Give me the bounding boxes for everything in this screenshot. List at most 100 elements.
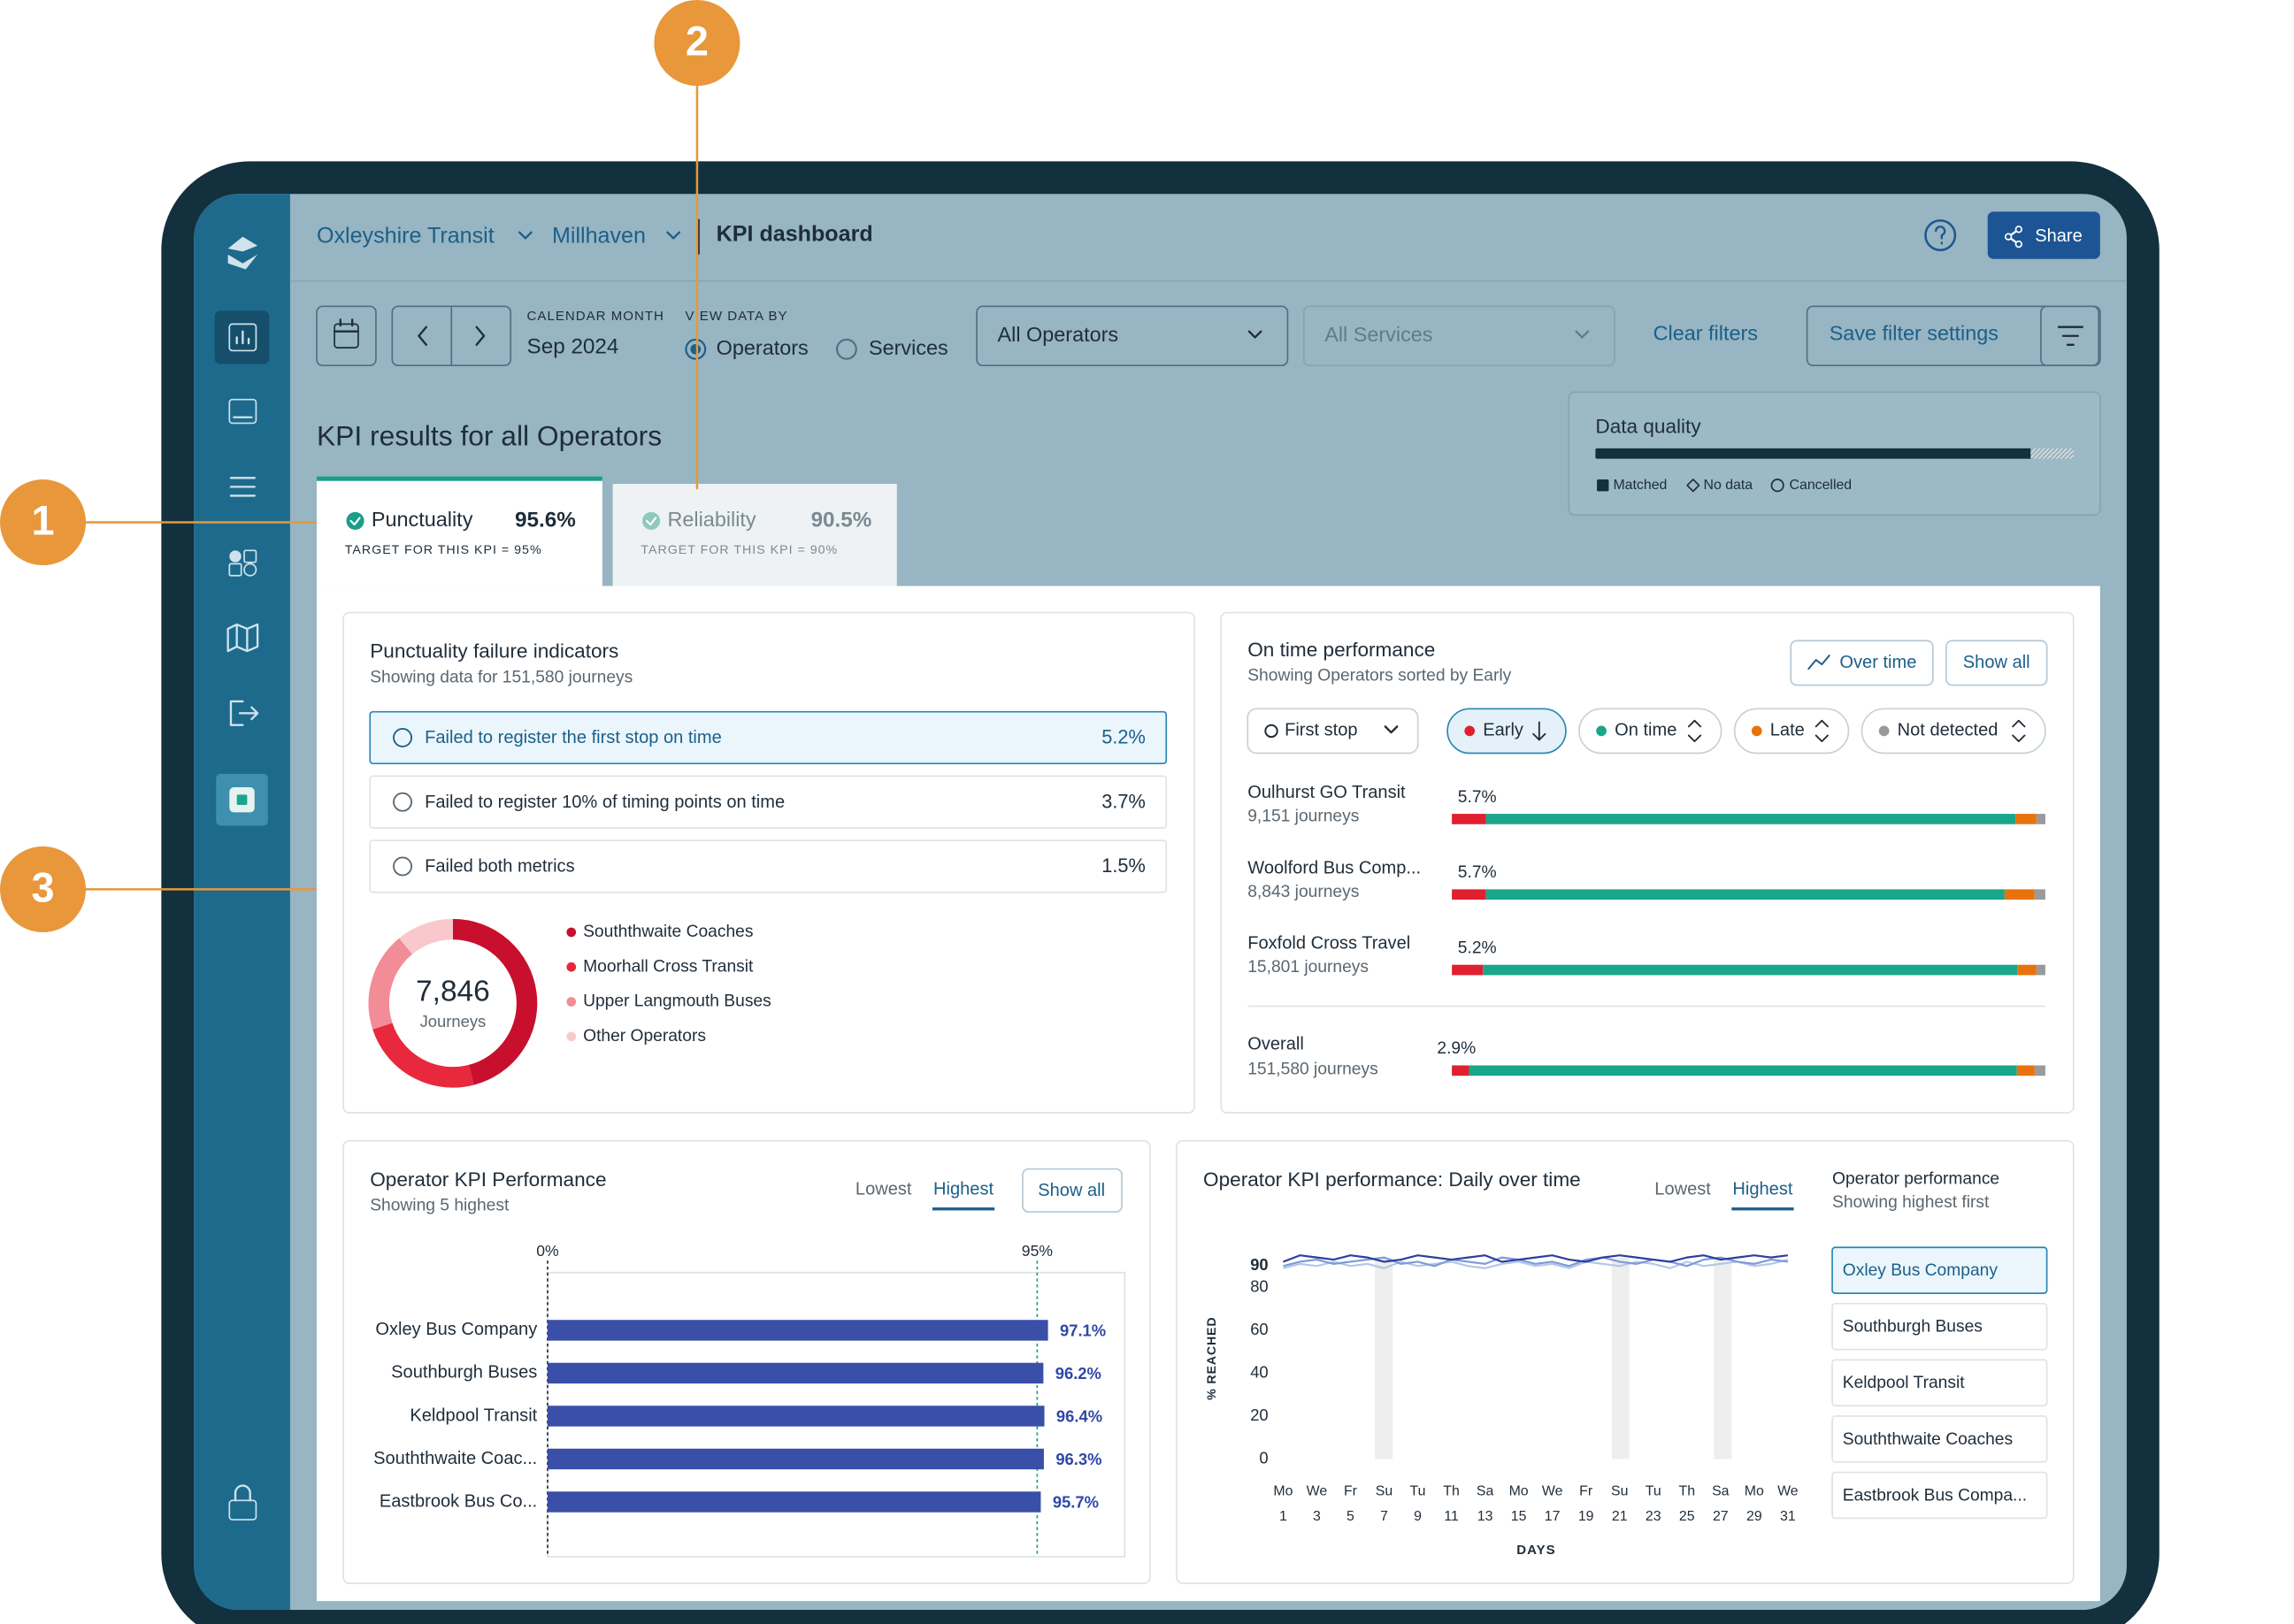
filter-pill[interactable] (1446, 708, 1567, 755)
x-tick-label: 29 (1746, 1509, 1762, 1524)
label: 9,151 journeys (1247, 808, 1359, 826)
next-icon (475, 326, 486, 346)
label: Moorhall Cross Transit (583, 957, 754, 976)
label[interactable]: Millhaven (552, 223, 646, 248)
bar-segment (2015, 814, 2037, 824)
x-tick-label: 19 (1578, 1509, 1594, 1524)
label: Early (1483, 721, 1523, 740)
label: Showing Operators sorted by Early (1247, 667, 1511, 686)
indicator-row[interactable] (369, 839, 1168, 893)
filter-button[interactable] (2040, 305, 2101, 367)
label: Woolford Bus Comp... (1247, 858, 1421, 877)
label: 2.9% (1437, 1039, 1476, 1058)
callout-badge (0, 479, 87, 566)
label: VIEW DATA BY (686, 309, 788, 324)
operators-dropdown[interactable] (976, 305, 1289, 367)
label[interactable]: Oxleyshire Transit (317, 223, 495, 248)
label[interactable]: Highest (1732, 1179, 1792, 1199)
operator-option[interactable] (1831, 1246, 2048, 1294)
x-tick-day: Fr (1344, 1483, 1358, 1498)
operator-option[interactable] (1831, 1359, 2048, 1407)
sort-icon (1687, 719, 1702, 743)
label[interactable]: Clear filters (1653, 321, 1758, 344)
label: First stop (1285, 721, 1358, 740)
operator-option[interactable] (1831, 1415, 2048, 1463)
y-tick-label: 60 (1250, 1320, 1268, 1338)
weekend-band (1611, 1257, 1630, 1459)
y-tick-label: 20 (1250, 1406, 1268, 1424)
label: Sep 2024 (527, 335, 619, 359)
chevron-icon (1247, 330, 1262, 339)
label: DAYS (1516, 1543, 1555, 1558)
check-icon (349, 517, 361, 526)
label: Matched (1613, 478, 1667, 493)
over-time-button[interactable] (1790, 640, 1934, 686)
chevron-icon (1384, 725, 1399, 734)
label: Oulhurst GO Transit (1247, 783, 1406, 802)
kpi-tab[interactable] (612, 484, 897, 586)
filter-pill[interactable] (1861, 708, 2046, 755)
nav-item[interactable] (229, 477, 256, 497)
services-dropdown[interactable] (1302, 305, 1615, 367)
bar-segment (2034, 889, 2045, 900)
x-tick-day: We (1777, 1483, 1799, 1498)
nav-icon (235, 330, 250, 345)
x-tick-day: Th (1443, 1483, 1460, 1498)
nav-item[interactable] (228, 398, 257, 425)
radio-selected[interactable] (685, 338, 707, 360)
x-tick-label: 25 (1679, 1509, 1695, 1524)
bar-segment (2004, 889, 2035, 900)
label[interactable]: Lowest (855, 1179, 912, 1199)
sidebar (194, 194, 290, 1611)
weekend-band (1714, 1257, 1732, 1459)
label: KPI dashboard (717, 222, 873, 247)
label: All Services (1324, 323, 1432, 346)
save-button[interactable] (1806, 305, 2100, 367)
show-all-button[interactable] (1945, 640, 2048, 686)
calendar-button[interactable] (316, 305, 377, 367)
label: Showing 5 highest (370, 1196, 510, 1214)
legend-dot (566, 997, 577, 1007)
show-all-button[interactable] (1022, 1168, 1123, 1213)
filter-pill[interactable] (1733, 708, 1850, 755)
lock-icon (228, 1499, 257, 1521)
y-tick-label: 90 (1250, 1255, 1268, 1274)
x-tick-label: 11 (1444, 1509, 1459, 1524)
operator-option[interactable] (1831, 1302, 2048, 1351)
label: Operator performance (1832, 1169, 1999, 1188)
trend-icon (1807, 655, 1830, 670)
label: Punctuality failure indicators (370, 640, 618, 663)
dq-legend-matched (1597, 479, 1609, 492)
category-label: Souththwaite Coac... (373, 1449, 537, 1468)
nav-icon (229, 700, 259, 726)
kpi-tab-active[interactable] (317, 478, 602, 586)
bar-segment (1483, 964, 2018, 976)
operator-option[interactable] (1831, 1471, 2048, 1520)
bar-segment (1485, 889, 2005, 900)
sort-icon (2012, 719, 2026, 743)
indicator-row[interactable] (369, 775, 1168, 829)
nav-item[interactable] (229, 700, 259, 726)
x-tick-day: Th (1679, 1483, 1696, 1498)
radio[interactable] (835, 338, 857, 360)
label[interactable]: Lowest (1654, 1179, 1711, 1199)
x-tick-label: 9 (1414, 1509, 1422, 1524)
label: Operator KPI Performance (370, 1168, 606, 1191)
value-label: 96.2% (1055, 1364, 1101, 1383)
nav-item[interactable] (226, 623, 259, 653)
label[interactable]: Highest (933, 1179, 994, 1199)
nav-item[interactable] (228, 323, 257, 352)
share-button[interactable] (1987, 211, 2100, 259)
nav-icon (229, 550, 242, 563)
chevron-icon (1575, 330, 1590, 339)
x-tick-day: Su (1376, 1483, 1393, 1498)
value-label: 95.7% (1053, 1493, 1099, 1512)
filter-pill[interactable] (1247, 708, 1419, 755)
filter-pill[interactable] (1578, 708, 1722, 755)
nav-item[interactable] (228, 549, 257, 577)
indicator-row[interactable] (369, 710, 1168, 765)
section-heading: KPI results for all Operators (317, 420, 662, 452)
help-button[interactable] (1924, 219, 1957, 251)
label: Failed to register the first stop on tim… (425, 728, 722, 747)
